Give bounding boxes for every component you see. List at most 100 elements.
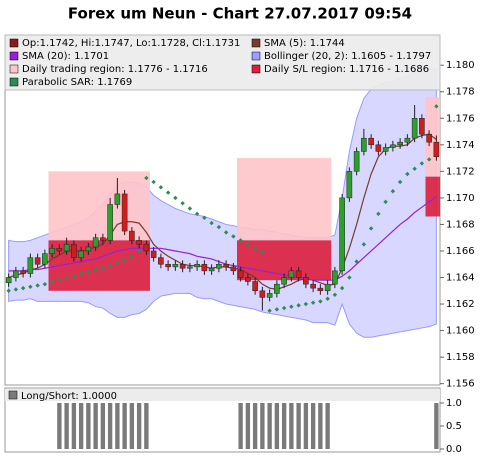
sar-dot [115,260,120,266]
sar-dot [28,284,33,290]
sar-dot [260,250,265,255]
bar [318,403,323,450]
candle-body [346,171,353,199]
bar [281,403,287,450]
sar-dot [144,175,149,181]
sar-dot [354,259,359,264]
sar-dot [42,281,48,287]
candle-body [92,237,99,248]
candle-body [303,277,309,285]
legend-box [4,34,441,91]
legend-label: SMA (5): 1.1744 [264,38,345,49]
sar-dot [310,300,316,305]
legend-label: Daily S/L region: 1.1716 - 1.1686 [264,64,429,75]
candle-body [194,263,200,268]
bar [245,403,251,450]
sar-dot [71,273,77,279]
y-tick-label: 1.172 [446,166,475,177]
bar [267,403,272,450]
sar-dot [238,238,243,243]
candle-body [266,293,273,298]
candle-body [20,270,26,274]
sar-dot [165,190,171,195]
candle-body [339,197,345,272]
indicator-line [8,196,437,281]
candle-body [49,248,55,254]
sar-dot [332,292,338,297]
candle-body [310,283,316,289]
candle-body [223,263,229,268]
candle-body [165,263,171,268]
candle-body [187,266,193,269]
chart-title: Forex um Neun - Chart 27.07.2017 09:54 [68,5,412,23]
sar-dot [390,189,396,194]
candle-body [143,244,150,252]
candle-body [368,137,374,146]
candle-body [179,263,186,269]
y-tick-label: 1.0 [446,398,462,409]
sar-dot [57,277,62,283]
sar-dot [6,288,11,293]
y-tick-label: 1.170 [446,193,475,204]
legend-swatch [9,64,19,74]
sar-dot [107,263,113,268]
bar [107,403,113,450]
sar-dot [296,303,301,308]
legend-swatch [9,38,19,48]
sar-dot [245,242,251,247]
sub-title: Long/Short: 1.0000 [21,391,117,402]
candle-body [361,137,367,152]
sar-dot [361,242,367,247]
sar-dot [412,166,417,171]
sar-dot [397,179,403,185]
bar [260,403,265,450]
bar [57,403,62,450]
bar [64,403,69,450]
candle-body [332,270,338,285]
sar-dot [368,226,374,231]
sar-dot [289,304,294,309]
sar-dot [151,179,156,185]
sar-dot [376,211,381,217]
candle-body [150,250,157,258]
candle-body [274,283,280,294]
legend: Op:1.1742, Hi:1.1747, Lo:1.1728, Cl:1.17… [9,38,431,88]
daily-region [48,171,150,241]
sar-dot [347,275,352,280]
candle-body [426,133,432,143]
candle-body [390,144,396,148]
sar-dot [434,104,439,109]
candle-body [34,257,41,265]
sub-legend-box [5,389,440,401]
candle-body [42,253,48,265]
candle-body [382,147,389,152]
sar-dot [274,307,280,312]
y-tick-label: 1.162 [446,299,475,310]
sar-dot [173,195,178,201]
y-tick-label: 1.160 [446,326,475,337]
sar-dot [223,230,229,235]
candle-body [172,263,179,268]
y-tick-label: 1.166 [446,246,475,257]
candle-body [295,270,302,278]
candle-body [56,248,63,252]
bar [325,403,330,450]
candle-body [85,246,92,252]
candle-body [158,257,164,265]
sar-dot [180,201,185,206]
bar [100,403,106,450]
legend-swatch [251,38,261,48]
sar-dot [64,275,69,280]
sar-dot [49,279,55,284]
sar-dot [136,248,142,254]
y-tick-label: 1.178 [446,87,475,98]
sar-dot [419,161,425,166]
y-tick-label: 1.158 [446,352,475,363]
y-tick-label: 1.164 [446,273,475,284]
y-tick-label: 0.0 [446,444,462,455]
sar-dot [122,258,127,263]
candle-body [100,237,106,241]
candle-body [404,137,411,143]
